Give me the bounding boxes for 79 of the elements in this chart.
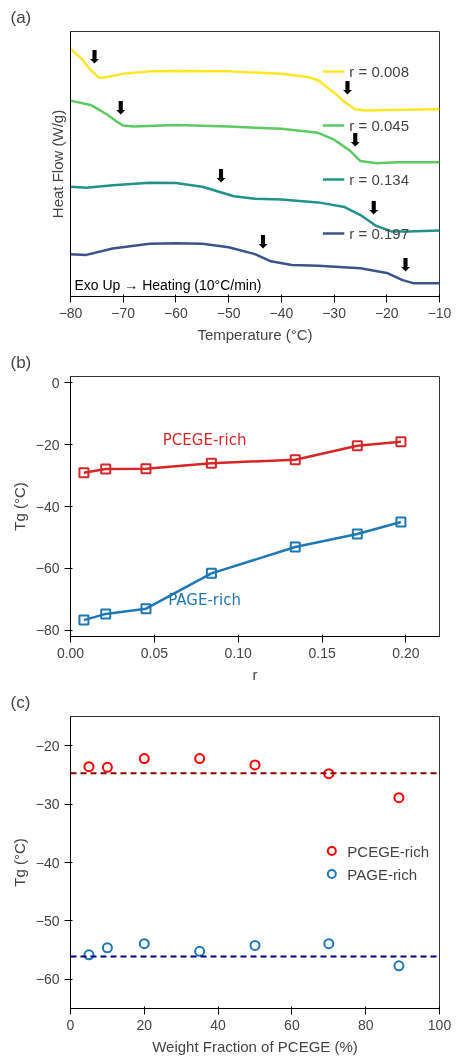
x-tick-label: 40 — [210, 1016, 227, 1033]
legend-label: PAGE-rich — [347, 865, 418, 882]
y-tick-label: −30 — [35, 796, 60, 813]
point — [138, 753, 150, 765]
y-tick-label: −60 — [35, 560, 60, 577]
point — [205, 567, 217, 579]
point — [395, 516, 407, 528]
point — [83, 949, 95, 961]
point — [194, 753, 206, 765]
point — [323, 938, 335, 950]
y-tick-label: 0 — [51, 374, 60, 391]
y-tick-label: −20 — [35, 436, 60, 453]
point — [140, 603, 152, 615]
x-tick-label: 60 — [284, 1016, 300, 1033]
x-tick-label: 0.05 — [140, 644, 169, 661]
y-axis-title: Tg (°C) — [10, 482, 28, 531]
series-label: PAGE-rich — [168, 591, 241, 610]
legend-label: r = 0.045 — [349, 116, 409, 134]
x-tick-label: 100 — [427, 1016, 452, 1033]
y-axis-title: Heat Flow (W/g) — [48, 109, 66, 219]
chart-title: (a) — [10, 7, 32, 27]
x-tick-label: 80 — [357, 1016, 374, 1033]
x-tick-label: −10 — [427, 304, 452, 321]
x-tick-label: −40 — [269, 304, 294, 321]
x-tick-label: −50 — [216, 304, 241, 321]
annotation: ⬇ — [113, 96, 129, 118]
y-tick-label: −20 — [35, 737, 60, 754]
legend-label: PCEGE-rich — [347, 842, 429, 859]
point — [205, 457, 217, 469]
x-tick-label: 20 — [136, 1016, 153, 1033]
chart-title: (c) — [10, 692, 31, 712]
x-tick-label: 0.15 — [308, 644, 336, 661]
x-tick-label: −30 — [322, 304, 347, 321]
point — [138, 938, 150, 950]
chart-title: (b) — [10, 352, 32, 372]
x-tick-label: 0 — [66, 1016, 75, 1033]
x-tick-label: −60 — [164, 304, 189, 321]
x-tick-label: −70 — [111, 304, 136, 321]
y-tick-label: −40 — [35, 854, 60, 871]
point — [351, 528, 363, 540]
x-axis-title: Temperature (°C) — [197, 325, 313, 343]
annotation: Exo Up → Heating (10°C/min) — [74, 276, 262, 293]
series-label: PCEGE-rich — [162, 431, 247, 450]
x-tick-label: 0.00 — [56, 644, 85, 661]
y-tick-label: −50 — [35, 912, 60, 929]
point — [249, 939, 261, 951]
x-axis-title: r — [252, 665, 258, 683]
point — [249, 759, 261, 771]
point — [83, 761, 95, 773]
point — [101, 761, 113, 773]
point — [393, 792, 405, 804]
annotation: ⬇ — [397, 253, 413, 275]
annotation: ⬇ — [255, 230, 271, 252]
point — [78, 467, 90, 479]
point — [100, 608, 112, 620]
x-tick-label: 0.20 — [392, 644, 420, 661]
point — [395, 436, 407, 448]
point — [100, 463, 112, 475]
point — [101, 942, 113, 954]
annotation: ⬇ — [213, 165, 229, 187]
y-tick-label: −60 — [35, 971, 60, 988]
point — [323, 768, 335, 780]
point — [393, 960, 405, 972]
legend-label: r = 0.134 — [349, 170, 409, 188]
y-axis-title: Tg (°C) — [10, 838, 28, 887]
x-tick-label: −20 — [374, 304, 399, 321]
y-tick-label: −80 — [35, 622, 60, 639]
point — [289, 454, 301, 466]
point — [194, 945, 206, 957]
annotation: ⬇ — [366, 197, 382, 219]
point — [140, 463, 152, 475]
point — [78, 614, 90, 626]
x-axis-title: Weight Fraction of PCEGE (%) — [152, 1037, 358, 1055]
annotation: ⬇ — [86, 46, 102, 68]
point — [289, 541, 301, 553]
point — [351, 440, 363, 452]
y-tick-label: −40 — [35, 498, 60, 515]
x-tick-label: −80 — [58, 304, 83, 321]
x-tick-label: 0.10 — [224, 644, 253, 661]
